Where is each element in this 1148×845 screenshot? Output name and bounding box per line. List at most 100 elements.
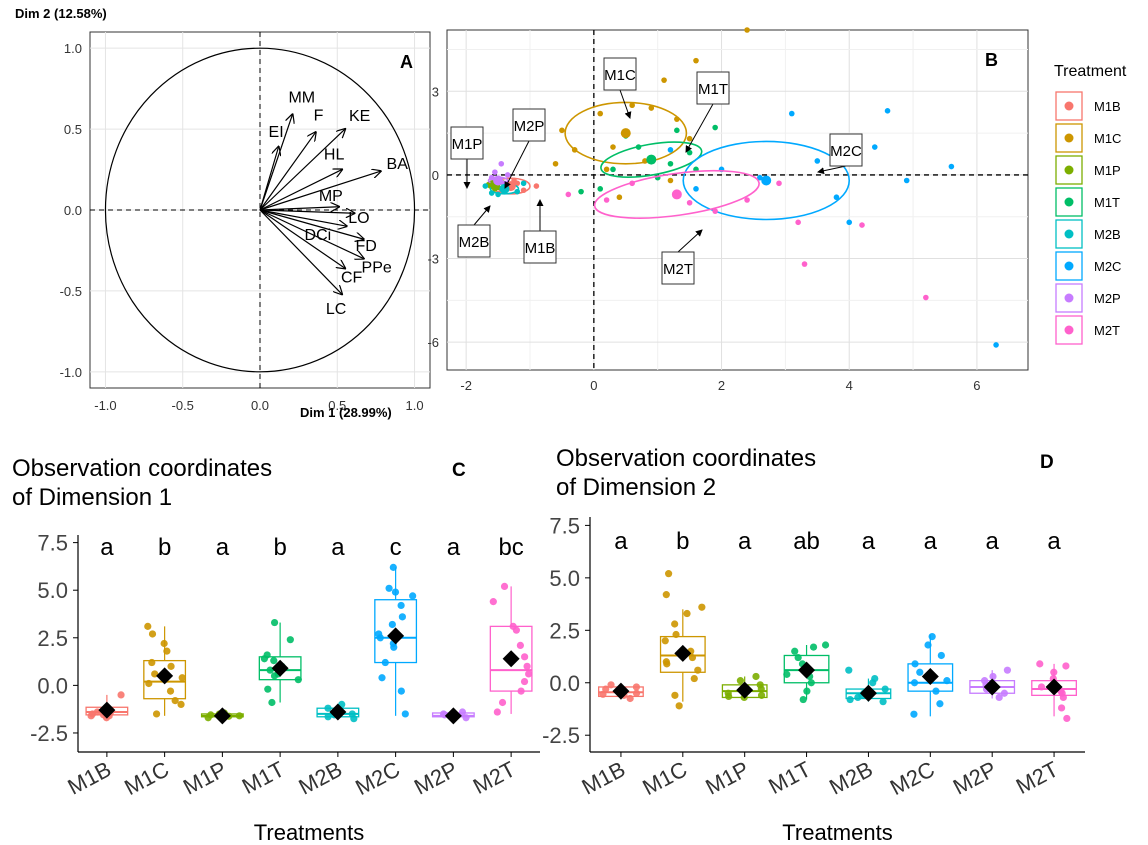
individual-point <box>686 199 693 206</box>
annotation-label: M1B <box>525 240 556 257</box>
x-tick-label: M2T <box>1012 756 1063 799</box>
jitter-point <box>500 582 509 590</box>
legend-label: M1T <box>1094 195 1120 210</box>
variable-arrow <box>259 207 339 210</box>
y-tick-label: 0.0 <box>37 673 68 698</box>
variable-label: EI <box>269 124 284 141</box>
variable-arrow <box>259 210 354 213</box>
jitter-point <box>799 695 807 704</box>
individual-point <box>884 108 891 114</box>
jitter-point <box>458 708 467 716</box>
jitter-point <box>698 603 706 611</box>
jitter-point <box>936 700 944 708</box>
legend-dot <box>1064 261 1074 271</box>
jitter-point <box>145 679 153 688</box>
group-centroid <box>499 183 510 194</box>
jitter-point <box>791 647 799 655</box>
x-tick-label: M2C <box>886 756 939 800</box>
x-tick-label: 0 <box>590 378 597 393</box>
mean-marker <box>612 682 630 700</box>
x-tick-label: M2P <box>410 756 462 799</box>
jitter-point <box>525 670 533 678</box>
mean-marker <box>271 659 289 677</box>
legend-label: M1P <box>1094 163 1121 178</box>
jitter-point <box>401 710 409 718</box>
individual-point <box>482 183 489 189</box>
significance-letter: ab <box>793 528 820 555</box>
chart-title-line1: Observation coordinates <box>12 455 272 482</box>
jitter-point <box>166 687 175 695</box>
chart-title-line2: of Dimension 2 <box>556 474 716 501</box>
annotation-pointer <box>473 205 491 226</box>
y-tick-label: 7.5 <box>37 531 68 556</box>
variable-label: MP <box>319 188 343 205</box>
jitter-point <box>916 668 924 676</box>
x-tick-label: M1B <box>578 756 630 799</box>
annotation-pointer <box>685 103 714 153</box>
annotation-box <box>450 126 484 160</box>
jitter-point <box>517 687 525 695</box>
group-centroid <box>671 189 682 200</box>
jitter-point <box>809 643 818 651</box>
jitter-point <box>662 591 670 599</box>
jitter-point <box>794 653 802 662</box>
variable-label: HL <box>324 147 345 164</box>
jitter-point <box>846 695 854 704</box>
panel-b-individuals-map: -2 0 2 4 6 3 0 -3 -6 M1C M1T M2C M1P M2P M2B M1B M2T B <box>427 27 1029 393</box>
annotation-label: M2T <box>663 261 693 278</box>
annotation-box <box>457 224 491 258</box>
individual-point <box>667 160 674 167</box>
group-centroid <box>620 128 631 139</box>
box <box>143 659 187 700</box>
panel-letter: C <box>452 460 466 481</box>
annotation-label: M1P <box>452 136 483 153</box>
jitter-point <box>1058 689 1066 697</box>
jitter-point <box>1036 660 1044 668</box>
mean-marker <box>213 707 231 725</box>
jitter-point <box>264 685 272 693</box>
annotation-box <box>512 108 546 142</box>
individual-point <box>788 110 795 117</box>
mean-marker <box>736 681 754 699</box>
legend-dot <box>1064 197 1074 207</box>
individual-point <box>610 166 616 173</box>
jitter-point <box>286 636 294 644</box>
jitter-point <box>177 700 185 709</box>
jitter-point <box>599 690 607 698</box>
x-tick-label: M2C <box>351 756 404 800</box>
individual-point <box>661 77 667 83</box>
jitter-point <box>607 681 615 689</box>
jitter-point <box>178 674 186 682</box>
y-tick-label: 5.0 <box>37 578 68 603</box>
individual-point <box>565 191 572 198</box>
jitter-point <box>724 689 732 697</box>
y-tick-label: -2.5 <box>542 723 580 748</box>
jitter-point <box>391 588 400 596</box>
jitter-point <box>803 687 811 695</box>
significance-letter: a <box>331 534 345 561</box>
jitter-point <box>493 708 501 716</box>
jitter-point <box>324 704 332 712</box>
jitter-point <box>117 691 125 699</box>
annotation-box <box>523 230 557 264</box>
legend-dot <box>1064 133 1074 143</box>
significance-letter: a <box>924 528 938 555</box>
x-axis-title: Treatments <box>254 820 364 845</box>
variable-label: LC <box>326 301 346 318</box>
annotation-label: M1T <box>698 81 728 98</box>
y-tick-label: 7.5 <box>549 513 580 538</box>
y-tick-label: -6 <box>427 335 439 350</box>
jitter-point <box>821 641 830 649</box>
jitter-point <box>807 679 815 687</box>
mean-marker <box>1045 678 1063 696</box>
jitter-point <box>521 653 529 661</box>
jitter-point <box>672 630 680 639</box>
individual-point <box>903 177 910 184</box>
jitter-point <box>626 694 634 703</box>
annotation-label: M1C <box>604 67 636 84</box>
jitter-point <box>509 622 517 630</box>
x-tick-label: 6 <box>973 378 980 393</box>
jitter-point <box>397 687 405 695</box>
individual-point <box>559 127 565 134</box>
